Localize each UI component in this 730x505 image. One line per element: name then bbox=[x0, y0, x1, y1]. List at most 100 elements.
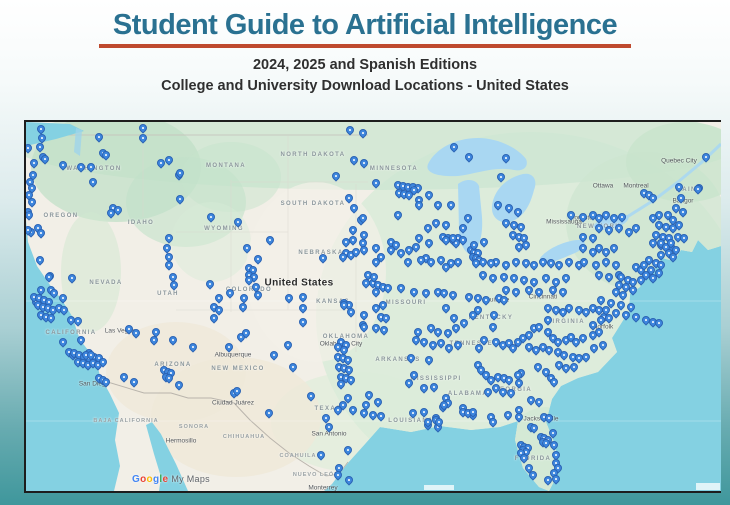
map-pin[interactable] bbox=[128, 376, 140, 388]
map-pin[interactable] bbox=[405, 352, 417, 364]
map-pin[interactable] bbox=[407, 407, 419, 419]
map-pin[interactable] bbox=[26, 142, 34, 154]
map-pin[interactable] bbox=[510, 256, 522, 268]
map-pin[interactable] bbox=[477, 269, 489, 281]
map-pin[interactable] bbox=[447, 289, 459, 301]
map-pin[interactable] bbox=[540, 272, 552, 284]
map-pin[interactable] bbox=[408, 286, 420, 298]
map-pin[interactable] bbox=[57, 336, 69, 348]
map-pin[interactable] bbox=[57, 292, 69, 304]
map-pin[interactable] bbox=[593, 269, 605, 281]
map-pin[interactable] bbox=[616, 211, 628, 223]
map-pin[interactable] bbox=[297, 302, 309, 314]
map-pin[interactable] bbox=[317, 252, 329, 264]
map-pin[interactable] bbox=[173, 379, 185, 391]
map-pin[interactable] bbox=[343, 474, 355, 486]
map-pin[interactable] bbox=[577, 242, 589, 254]
map-pin[interactable] bbox=[372, 396, 384, 408]
map-pin[interactable] bbox=[287, 361, 299, 373]
map-pin[interactable] bbox=[597, 339, 609, 351]
map-pin[interactable] bbox=[700, 151, 712, 163]
map-pin[interactable] bbox=[448, 141, 460, 153]
map-pin[interactable] bbox=[347, 224, 359, 236]
map-pin[interactable] bbox=[580, 351, 592, 363]
map-pin[interactable] bbox=[418, 406, 430, 418]
map-pin[interactable] bbox=[118, 371, 130, 383]
map-pin[interactable] bbox=[488, 309, 500, 321]
map-pin[interactable] bbox=[492, 199, 504, 211]
map-pin[interactable] bbox=[263, 407, 275, 419]
map-pin[interactable] bbox=[297, 316, 309, 328]
map-pin[interactable] bbox=[595, 294, 607, 306]
map-pin[interactable] bbox=[428, 381, 440, 393]
map-pin[interactable] bbox=[452, 256, 464, 268]
map-pin[interactable] bbox=[75, 334, 87, 346]
map-pin[interactable] bbox=[423, 237, 435, 249]
map-pin[interactable] bbox=[630, 311, 642, 323]
map-pin[interactable] bbox=[392, 209, 404, 221]
map-pin[interactable] bbox=[423, 189, 435, 201]
map-pin[interactable] bbox=[590, 259, 602, 271]
map-pin[interactable] bbox=[593, 222, 605, 234]
map-pin[interactable] bbox=[500, 259, 512, 271]
map-pin[interactable] bbox=[358, 309, 370, 321]
map-pin[interactable] bbox=[66, 272, 78, 284]
map-pin[interactable] bbox=[673, 181, 685, 193]
map-pin[interactable] bbox=[348, 202, 360, 214]
map-pin[interactable] bbox=[85, 161, 97, 173]
map-pin[interactable] bbox=[343, 192, 355, 204]
map-pin[interactable] bbox=[565, 209, 577, 221]
map-pin[interactable] bbox=[502, 409, 514, 421]
map-pin[interactable] bbox=[513, 411, 525, 423]
map-pin[interactable] bbox=[297, 291, 309, 303]
map-pin[interactable] bbox=[505, 387, 517, 399]
map-pin[interactable] bbox=[675, 192, 687, 204]
map-pin[interactable] bbox=[402, 256, 414, 268]
map-pin[interactable] bbox=[137, 132, 149, 144]
map-pin[interactable] bbox=[600, 256, 612, 268]
map-pin[interactable] bbox=[440, 219, 452, 231]
map-pin[interactable] bbox=[163, 232, 175, 244]
map-pin[interactable] bbox=[168, 279, 180, 291]
map-pin[interactable] bbox=[224, 287, 236, 299]
map-pin[interactable] bbox=[348, 154, 360, 166]
map-pin[interactable] bbox=[603, 224, 615, 236]
map-pin[interactable] bbox=[432, 199, 444, 211]
map-pin[interactable] bbox=[330, 170, 342, 182]
map-pin[interactable] bbox=[204, 278, 216, 290]
map-pin[interactable] bbox=[26, 209, 35, 221]
map-pin[interactable] bbox=[28, 157, 40, 169]
map-pin[interactable] bbox=[264, 234, 276, 246]
map-pin[interactable] bbox=[167, 334, 179, 346]
map-pin[interactable] bbox=[358, 157, 370, 169]
map-pin[interactable] bbox=[205, 211, 217, 223]
map-pin[interactable] bbox=[282, 339, 294, 351]
map-pin[interactable] bbox=[500, 152, 512, 164]
map-pin[interactable] bbox=[344, 124, 356, 136]
map-pin[interactable] bbox=[93, 131, 105, 143]
map-pin[interactable] bbox=[560, 272, 572, 284]
map-pin[interactable] bbox=[557, 286, 569, 298]
map-pin[interactable] bbox=[342, 444, 354, 456]
map-pin[interactable] bbox=[75, 161, 87, 173]
map-pin[interactable] bbox=[577, 211, 589, 223]
map-pin[interactable] bbox=[34, 141, 46, 153]
map-pin[interactable] bbox=[332, 469, 344, 481]
map-pin[interactable] bbox=[542, 314, 554, 326]
map-pin[interactable] bbox=[445, 199, 457, 211]
map-pin[interactable] bbox=[457, 222, 469, 234]
map-pin[interactable] bbox=[395, 282, 407, 294]
map-pin[interactable] bbox=[448, 312, 460, 324]
map-pin[interactable] bbox=[223, 341, 235, 353]
map-pin[interactable] bbox=[34, 254, 46, 266]
map-pin[interactable] bbox=[252, 253, 264, 265]
map-pin[interactable] bbox=[241, 242, 253, 254]
map-pin[interactable] bbox=[357, 127, 369, 139]
map-pin[interactable] bbox=[478, 236, 490, 248]
map-pin[interactable] bbox=[452, 339, 464, 351]
map-pin[interactable] bbox=[163, 259, 175, 271]
map-pin[interactable] bbox=[513, 377, 525, 389]
map-pin[interactable] bbox=[363, 389, 375, 401]
map-pin[interactable] bbox=[87, 176, 99, 188]
